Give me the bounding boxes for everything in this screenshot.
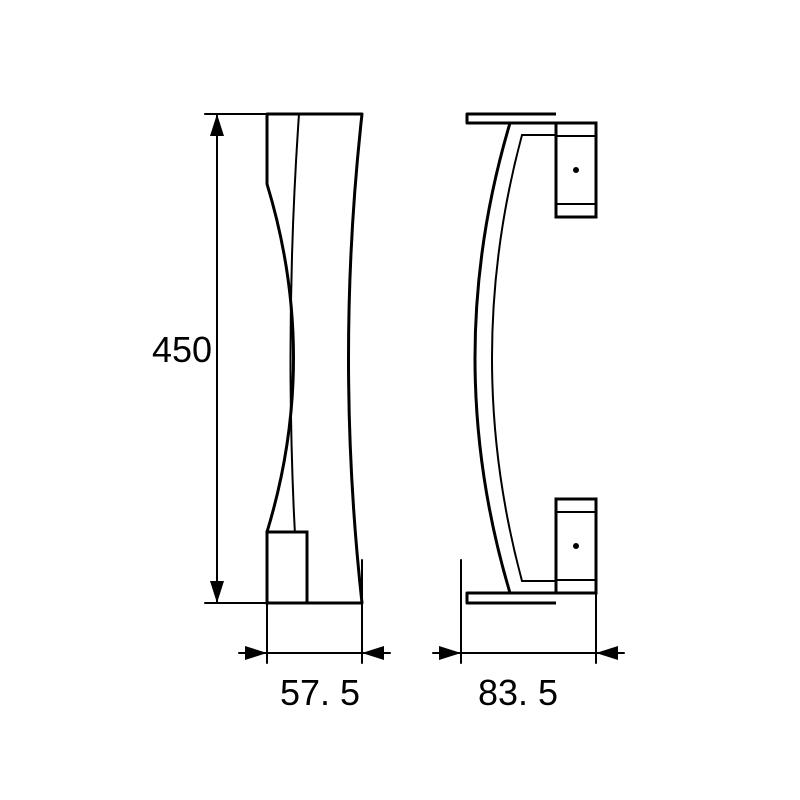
side-view	[467, 114, 596, 603]
dimension-width-front-label: 57. 5	[280, 672, 360, 713]
dimension-height-label: 450	[152, 329, 212, 370]
front-view	[267, 114, 362, 603]
technical-drawing: 450 57. 5 83. 5	[0, 0, 800, 800]
dimension-width-side-label: 83. 5	[478, 672, 558, 713]
